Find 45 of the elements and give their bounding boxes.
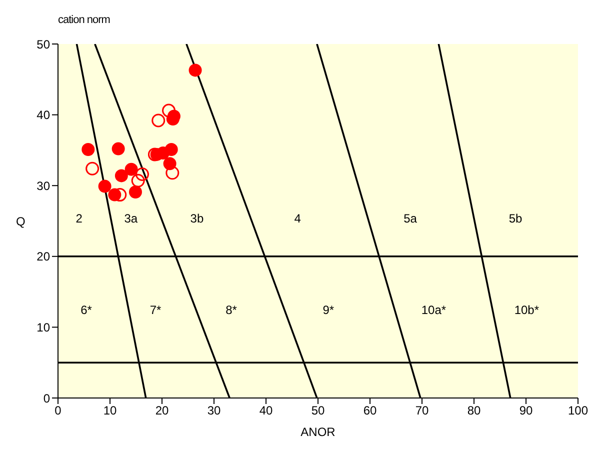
annotation: 3a bbox=[124, 211, 138, 226]
annotation: 7* bbox=[150, 302, 162, 317]
y-axis-title: Q bbox=[16, 214, 26, 228]
annotation: 3b bbox=[190, 211, 204, 226]
y-tick-label: 10 bbox=[36, 320, 50, 334]
point bbox=[86, 162, 100, 176]
x-tick-label: 80 bbox=[467, 404, 481, 418]
point bbox=[114, 169, 128, 182]
point bbox=[131, 174, 145, 188]
point bbox=[166, 166, 180, 180]
y-tick-label: 30 bbox=[36, 178, 50, 193]
x-tick-label: 90 bbox=[519, 404, 533, 418]
annotation: 5b bbox=[508, 211, 523, 226]
x-tick-label: 100 bbox=[568, 404, 588, 418]
y-tick-label: 20 bbox=[36, 250, 50, 264]
point bbox=[135, 168, 149, 182]
point bbox=[98, 180, 112, 193]
point bbox=[112, 142, 125, 156]
x-tick-label: 20 bbox=[155, 404, 169, 418]
y-tick-label: 40 bbox=[36, 108, 50, 122]
annotation: 2 bbox=[76, 211, 83, 226]
annotation: 10b* bbox=[514, 302, 540, 317]
annotation: 8* bbox=[226, 302, 238, 317]
x-axis-title: ANOR bbox=[300, 425, 336, 439]
annotation: 10a* bbox=[421, 302, 446, 317]
y-tick-label: 50 bbox=[36, 37, 50, 52]
x-tick-label: 30 bbox=[207, 404, 221, 418]
annotation: 9* bbox=[322, 302, 334, 317]
point bbox=[128, 185, 142, 198]
x-tick-label: 10 bbox=[103, 404, 117, 418]
x-tick-label: 60 bbox=[363, 404, 377, 418]
point bbox=[188, 64, 202, 77]
x-tick-label: 40 bbox=[259, 404, 273, 418]
annotation: 6* bbox=[80, 302, 92, 317]
x-tick-label: 0 bbox=[54, 404, 62, 418]
x-tick-label: 50 bbox=[311, 404, 325, 418]
y-tick-label: 0 bbox=[43, 391, 50, 406]
point bbox=[124, 162, 138, 176]
point bbox=[152, 114, 166, 128]
chart-title: cation norm bbox=[58, 14, 110, 26]
annotation: 4 bbox=[294, 211, 302, 226]
point bbox=[162, 104, 176, 118]
annotation: 5a bbox=[404, 211, 418, 226]
point bbox=[82, 142, 95, 156]
x-tick-label: 70 bbox=[415, 404, 429, 418]
